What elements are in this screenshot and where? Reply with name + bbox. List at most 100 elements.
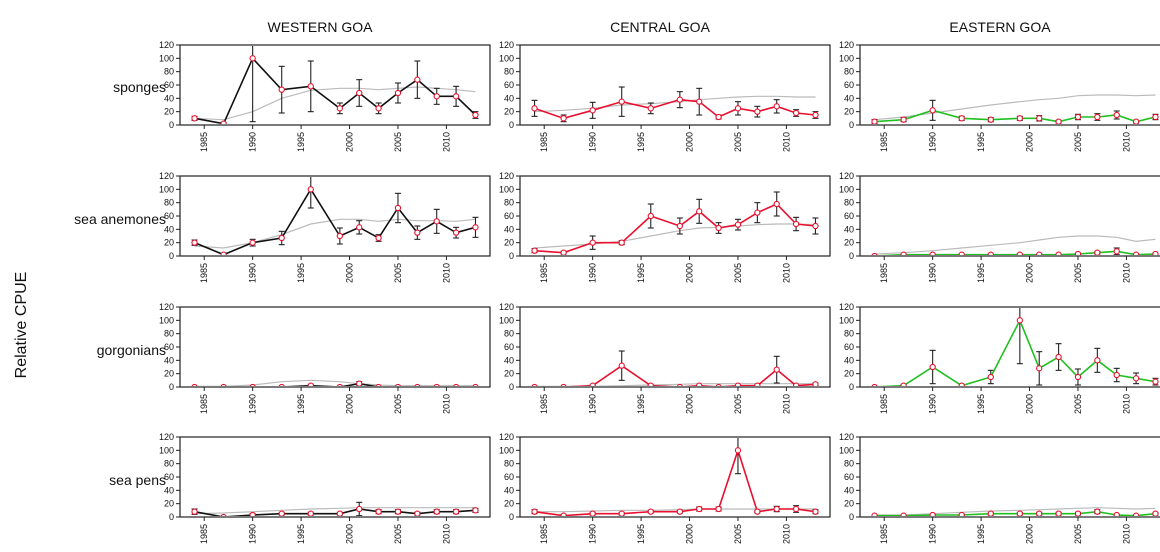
data-point (356, 89, 363, 97)
data-point (812, 381, 819, 386)
data-point (356, 505, 363, 513)
y-tick-label: 60 (844, 342, 854, 352)
x-tick-label: 1985 (879, 524, 889, 544)
data-point (531, 508, 538, 515)
data-point (676, 383, 683, 386)
y-tick-label: 0 (849, 382, 854, 392)
data-point (191, 508, 198, 515)
data-point (792, 109, 800, 117)
x-tick-label: 2010 (441, 263, 451, 283)
data-point (414, 229, 421, 236)
data-point (792, 220, 800, 228)
x-tick-label: 2010 (441, 524, 451, 544)
data-point (453, 383, 460, 386)
data-point (414, 76, 421, 83)
data-point (987, 251, 994, 255)
data-point (618, 362, 625, 369)
data-point (1074, 250, 1082, 255)
data-point (618, 510, 625, 516)
x-tick-label: 2000 (1025, 394, 1035, 414)
x-tick-label: 1990 (588, 394, 598, 414)
x-tick-label: 1995 (296, 524, 306, 544)
column-title-western: WESTERN GOA (267, 19, 373, 35)
data-point (1132, 118, 1140, 124)
y-tick-label: 0 (849, 120, 854, 130)
x-tick-label: 2000 (685, 263, 695, 283)
y-tick-label: 60 (164, 342, 174, 352)
panel-frame (179, 44, 491, 126)
data-point (754, 382, 761, 386)
data-point (191, 383, 198, 386)
data-point (1036, 251, 1043, 255)
x-tick-label: 1985 (539, 263, 549, 283)
data-point (696, 505, 703, 513)
data-point (375, 105, 382, 112)
data-point (249, 239, 256, 246)
data-point (220, 120, 227, 124)
panel-sponges-2 (871, 94, 1159, 124)
data-point (278, 510, 285, 516)
row-label-sponges: sponges (113, 79, 166, 95)
y-tick-label: 40 (504, 224, 514, 234)
y-tick-label: 20 (844, 107, 854, 117)
data-point (871, 383, 878, 386)
data-point (220, 251, 227, 255)
x-tick-label: 2010 (1121, 394, 1131, 414)
x-tick-label: 2000 (1025, 263, 1035, 283)
data-point (472, 383, 479, 386)
data-point (191, 239, 198, 246)
panel-gorgonians-0 (191, 379, 479, 386)
y-tick-label: 60 (504, 342, 514, 352)
data-point (452, 508, 460, 515)
y-tick-label: 20 (504, 238, 514, 248)
data-point (560, 512, 567, 516)
data-point (278, 86, 285, 93)
data-point (715, 383, 722, 386)
y-tick-label: 100 (159, 315, 174, 325)
y-tick-label: 80 (164, 198, 174, 208)
row-label-sea-anemones: sea anemones (74, 211, 166, 227)
y-tick-label: 100 (499, 315, 514, 325)
data-point (1113, 248, 1120, 255)
x-tick-label: 2005 (1073, 132, 1083, 152)
column-title-eastern: EASTERN GOA (949, 19, 1051, 35)
data-point (472, 224, 479, 231)
x-tick-label: 1990 (928, 394, 938, 414)
data-point (792, 505, 800, 513)
panel-sea-anemones-1 (531, 191, 819, 255)
data-point (958, 251, 965, 255)
data-point (589, 382, 596, 386)
y-tick-label: 20 (164, 238, 174, 248)
x-tick-label: 1985 (539, 132, 549, 152)
data-point (336, 510, 343, 516)
panel-gorgonians-1 (531, 350, 819, 386)
y-tick-label: 120 (499, 302, 514, 312)
x-tick-label: 2005 (1073, 263, 1083, 283)
x-tick-label: 2005 (1073, 524, 1083, 544)
data-point (1152, 510, 1159, 516)
data-point (987, 510, 994, 516)
x-tick-label: 2005 (733, 132, 743, 152)
y-tick-label: 120 (499, 40, 514, 50)
y-tick-label: 20 (164, 369, 174, 379)
x-tick-label: 1990 (248, 263, 258, 283)
data-point (249, 383, 256, 386)
data-point (278, 234, 285, 242)
data-point (433, 93, 440, 100)
x-tick-label: 2010 (441, 394, 451, 414)
x-tick-label: 2000 (685, 524, 695, 544)
data-point (812, 222, 819, 230)
x-tick-label: 1990 (588, 524, 598, 544)
data-point (871, 118, 878, 124)
data-point (676, 508, 683, 515)
x-tick-label: 2000 (1025, 132, 1035, 152)
y-tick-label: 0 (169, 512, 174, 522)
data-point (871, 512, 878, 516)
y-tick-label: 120 (499, 432, 514, 442)
x-tick-label: 2010 (781, 394, 791, 414)
y-tick-label: 0 (169, 382, 174, 392)
y-tick-label: 80 (844, 198, 854, 208)
data-point (1094, 113, 1101, 121)
y-tick-label: 40 (504, 93, 514, 103)
